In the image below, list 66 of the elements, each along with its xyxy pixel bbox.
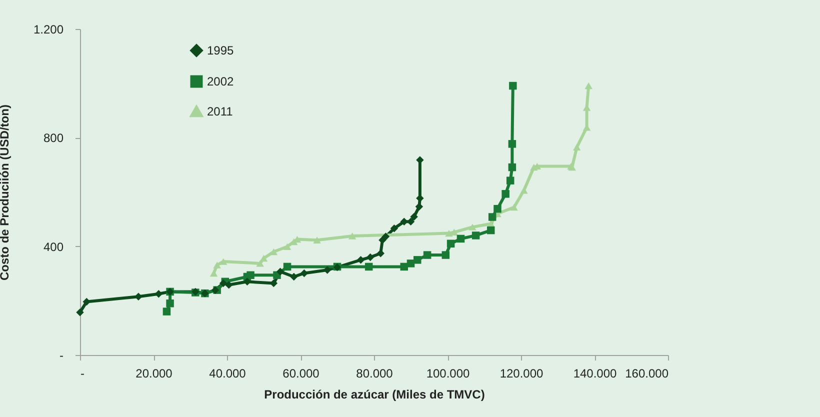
point <box>364 262 373 271</box>
legend-label: 1995 <box>207 44 234 58</box>
point <box>256 260 264 267</box>
point <box>406 260 415 268</box>
x-tick-label: 80.000 <box>356 366 394 380</box>
point <box>290 272 298 281</box>
point <box>442 251 450 259</box>
point <box>82 298 90 306</box>
point <box>413 256 422 264</box>
point <box>390 224 398 232</box>
point <box>494 204 502 213</box>
point <box>468 224 476 230</box>
point <box>162 308 171 316</box>
y-axis-title: Costo de Produciión (USD/ton) <box>0 104 12 280</box>
point <box>348 232 356 240</box>
point <box>260 254 268 262</box>
point <box>276 268 284 276</box>
x-tick-label: 160.000 <box>625 366 669 380</box>
point <box>584 82 592 90</box>
point <box>410 212 418 221</box>
x-tick-label: - <box>80 366 84 380</box>
point <box>313 236 321 244</box>
point <box>510 204 518 211</box>
point <box>283 262 292 271</box>
x-tick-label: 40.000 <box>209 366 246 380</box>
point <box>213 262 221 268</box>
point <box>508 163 516 172</box>
y-tick-label: 1.200 <box>33 22 64 36</box>
point <box>423 251 432 259</box>
x-tick-label: 120.000 <box>500 366 544 380</box>
y-tick-label: - <box>60 348 64 362</box>
point <box>224 281 233 289</box>
point <box>166 300 174 308</box>
point <box>446 240 455 248</box>
y-tick-label: 800 <box>43 131 64 146</box>
point <box>416 156 424 164</box>
x-tick-label: 100.000 <box>426 366 470 380</box>
point <box>76 308 84 316</box>
point <box>509 82 517 90</box>
point <box>572 144 581 151</box>
point <box>472 232 480 240</box>
x-tick-label: 140.000 <box>573 366 618 380</box>
point <box>502 190 510 198</box>
point <box>134 292 142 300</box>
point <box>506 176 514 184</box>
point <box>210 270 218 277</box>
x-tick-label: 60.000 <box>282 366 320 380</box>
point <box>382 232 390 240</box>
point <box>456 234 465 243</box>
point <box>300 269 308 278</box>
point <box>520 187 528 194</box>
point <box>486 226 495 234</box>
point <box>154 290 163 298</box>
point <box>243 278 252 286</box>
legend-label: 2011 <box>207 104 234 118</box>
legend-label: 2002 <box>207 74 234 88</box>
point <box>246 271 254 280</box>
point <box>366 253 374 262</box>
point <box>488 213 496 221</box>
point <box>508 140 516 148</box>
point <box>283 243 292 250</box>
x-tick-label: 20.000 <box>136 366 173 380</box>
point <box>356 256 365 264</box>
point <box>376 250 384 258</box>
x-axis-title: Producción de azúcar (Miles de TMVC) <box>264 388 485 402</box>
y-tick-label: 400 <box>43 240 64 254</box>
